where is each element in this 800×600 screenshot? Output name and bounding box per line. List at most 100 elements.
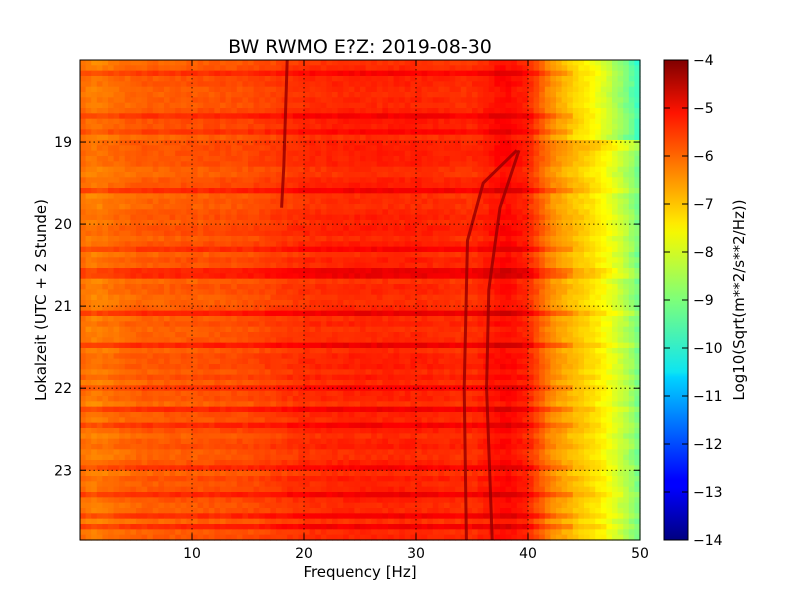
heatmap-cell bbox=[164, 214, 171, 221]
heatmap-cell bbox=[270, 193, 277, 200]
heatmap-cell bbox=[147, 113, 154, 120]
heatmap-cell bbox=[617, 86, 624, 93]
heatmap-cell bbox=[276, 118, 283, 125]
heatmap-cell bbox=[130, 310, 137, 317]
heatmap-cell bbox=[253, 118, 260, 125]
heatmap-cell bbox=[164, 182, 171, 189]
heatmap-cell bbox=[298, 145, 305, 152]
heatmap-cell bbox=[231, 65, 238, 72]
heatmap-cell bbox=[102, 220, 109, 226]
heatmap-cell bbox=[578, 92, 585, 98]
heatmap-cell bbox=[438, 284, 445, 290]
heatmap-cell bbox=[152, 113, 159, 120]
heatmap-cell bbox=[460, 124, 467, 130]
heatmap-cell bbox=[253, 225, 260, 232]
heatmap-cell bbox=[208, 204, 215, 210]
heatmap-cell bbox=[612, 92, 619, 98]
heatmap-cell bbox=[539, 262, 546, 269]
heatmap-cell bbox=[522, 252, 529, 258]
heatmap-cell bbox=[208, 225, 215, 232]
heatmap-cell bbox=[444, 134, 451, 141]
heatmap-cell bbox=[561, 225, 568, 232]
heatmap-cell bbox=[343, 230, 350, 237]
heatmap-cell bbox=[304, 257, 311, 264]
heatmap-cell bbox=[96, 284, 103, 290]
heatmap-cell bbox=[477, 118, 484, 125]
heatmap-cell bbox=[449, 124, 456, 130]
heatmap-cell bbox=[623, 268, 630, 274]
heatmap-cell bbox=[444, 209, 451, 216]
heatmap-cell bbox=[528, 204, 535, 210]
heatmap-cell bbox=[444, 305, 451, 312]
heatmap-cell bbox=[393, 300, 400, 306]
heatmap-cell bbox=[320, 188, 327, 194]
heatmap-cell bbox=[460, 60, 467, 66]
heatmap-cell bbox=[416, 172, 423, 178]
heatmap-cell bbox=[270, 92, 277, 98]
heatmap-cell bbox=[584, 246, 591, 253]
heatmap-cell bbox=[388, 321, 395, 328]
heatmap-cell bbox=[550, 273, 557, 280]
heatmap-cell bbox=[410, 220, 417, 226]
heatmap-cell bbox=[466, 289, 473, 296]
heatmap-cell bbox=[455, 97, 462, 104]
heatmap-cell bbox=[236, 166, 243, 173]
heatmap-cell bbox=[231, 172, 238, 178]
heatmap-cell bbox=[242, 268, 249, 274]
heatmap-cell bbox=[634, 129, 641, 136]
heatmap-cell bbox=[528, 65, 535, 72]
heatmap-cell bbox=[505, 97, 512, 104]
heatmap-cell bbox=[231, 294, 238, 301]
heatmap-cell bbox=[136, 177, 143, 184]
heatmap-cell bbox=[80, 140, 87, 146]
heatmap-cell bbox=[617, 316, 624, 322]
heatmap-cell bbox=[119, 140, 126, 146]
heatmap-cell bbox=[141, 145, 148, 152]
heatmap-cell bbox=[136, 316, 143, 322]
heatmap-cell bbox=[416, 316, 423, 322]
heatmap-cell bbox=[108, 294, 115, 301]
heatmap-cell bbox=[455, 300, 462, 306]
heatmap-cell bbox=[432, 166, 439, 173]
heatmap-cell bbox=[477, 102, 484, 109]
heatmap-cell bbox=[472, 310, 479, 317]
heatmap-cell bbox=[214, 204, 221, 210]
heatmap-cell bbox=[292, 300, 299, 306]
heatmap-cell bbox=[483, 140, 490, 146]
heatmap-cell bbox=[102, 145, 109, 152]
heatmap-cell bbox=[427, 145, 434, 152]
heatmap-cell bbox=[326, 60, 333, 66]
heatmap-cell bbox=[612, 108, 619, 114]
heatmap-cell bbox=[220, 92, 227, 98]
heatmap-cell bbox=[365, 236, 372, 242]
heatmap-cell bbox=[309, 92, 316, 98]
heatmap-cell bbox=[264, 252, 271, 258]
heatmap-cell bbox=[343, 86, 350, 93]
heatmap-cell bbox=[91, 305, 98, 312]
heatmap-cell bbox=[208, 305, 215, 312]
heatmap-cell bbox=[421, 102, 428, 109]
heatmap-cell bbox=[315, 124, 322, 130]
heatmap-cell bbox=[460, 225, 467, 232]
heatmap-cell bbox=[108, 108, 115, 114]
heatmap-cell bbox=[572, 65, 579, 72]
heatmap-cell bbox=[214, 124, 221, 130]
heatmap-cell bbox=[248, 321, 255, 328]
heatmap-cell bbox=[124, 156, 131, 162]
heatmap-cell bbox=[365, 241, 372, 248]
heatmap-cell bbox=[124, 273, 131, 280]
heatmap-cell bbox=[505, 145, 512, 152]
heatmap-cell bbox=[147, 129, 154, 136]
heatmap-cell bbox=[264, 177, 271, 184]
heatmap-cell bbox=[595, 294, 602, 301]
heatmap-cell bbox=[259, 86, 266, 93]
heatmap-cell bbox=[399, 134, 406, 141]
heatmap-cell bbox=[444, 161, 451, 168]
heatmap-cell bbox=[152, 236, 159, 242]
heatmap-cell bbox=[511, 86, 518, 93]
heatmap-cell bbox=[348, 268, 355, 274]
heatmap-cell bbox=[617, 129, 624, 136]
heatmap-cell bbox=[494, 60, 501, 66]
heatmap-cell bbox=[208, 198, 215, 205]
heatmap-cell bbox=[522, 305, 529, 312]
